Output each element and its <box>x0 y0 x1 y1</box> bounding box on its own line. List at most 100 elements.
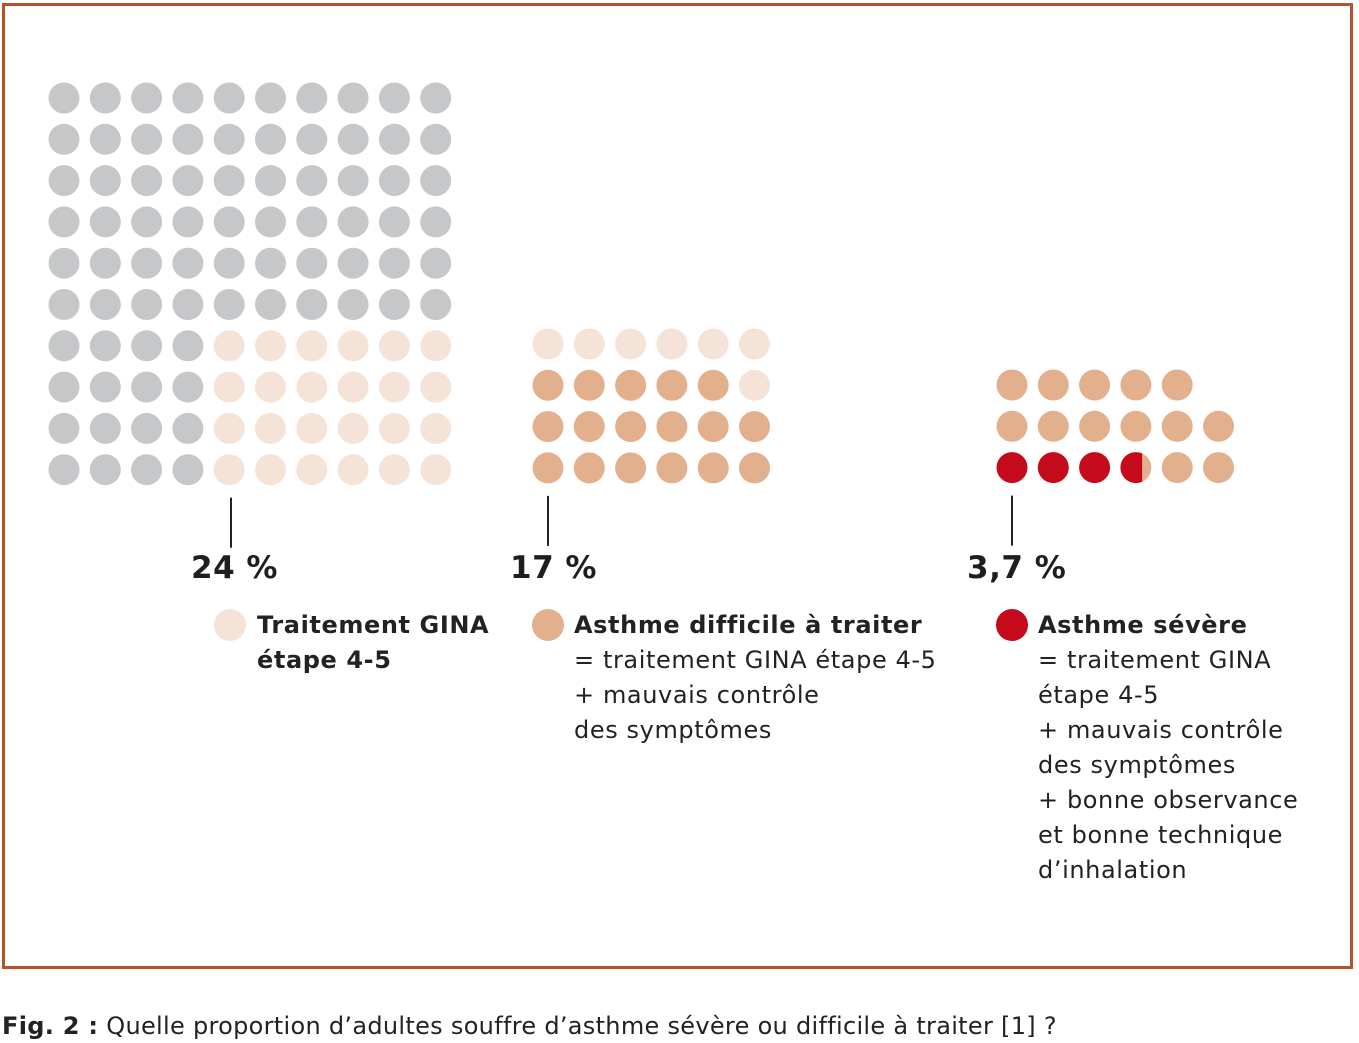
legend-line: = traitement GINA étape 4-5 <box>574 646 937 674</box>
dot-light <box>697 328 729 360</box>
figure-caption: Fig. 2 : Quelle proportion d’adultes sou… <box>2 1012 1057 1040</box>
dot-grey <box>378 82 410 114</box>
dot-grey <box>48 371 80 403</box>
dot-grey <box>131 123 163 155</box>
dot-grey <box>420 82 452 114</box>
dot-tan <box>1079 410 1111 442</box>
legend-swatch-severe <box>996 609 1028 641</box>
dot-grey <box>89 371 121 403</box>
dot-grey <box>172 289 204 320</box>
dot-grey <box>255 165 286 197</box>
dot-light <box>378 330 410 362</box>
dot-grey <box>420 206 452 238</box>
dot-grey <box>213 289 245 320</box>
dot-light <box>213 454 245 486</box>
dot-light <box>739 328 770 360</box>
dot-grey <box>131 371 163 403</box>
dot-light <box>615 328 647 360</box>
legend-line: + bonne observance <box>1038 786 1299 814</box>
dot-grey <box>378 247 410 279</box>
dot-grey <box>89 412 121 444</box>
dot-grey <box>131 454 163 486</box>
dot-grey <box>48 123 80 155</box>
dot-grey <box>420 123 452 155</box>
dot-grey <box>213 206 245 238</box>
dot-tan <box>656 452 688 484</box>
dot-grey <box>172 206 204 238</box>
dot-grey <box>89 123 121 155</box>
dot-red <box>1079 452 1111 484</box>
figure-frame <box>2 3 1353 969</box>
dot-grey <box>296 247 328 279</box>
dot-light <box>378 371 410 403</box>
dot-grey <box>172 412 204 444</box>
dot-light <box>213 330 245 362</box>
dot-tan <box>656 369 688 401</box>
dot-grey <box>48 454 80 486</box>
dot-grey <box>89 247 121 279</box>
dot-grey <box>48 206 80 238</box>
dot-tan <box>1161 410 1193 442</box>
dot-tan <box>573 411 605 443</box>
dot-grey <box>131 165 163 197</box>
dot-grey <box>337 165 369 197</box>
dot-grey <box>131 82 163 114</box>
legend-title-line: étape 4-5 <box>257 646 392 674</box>
dot-grey <box>255 289 286 320</box>
dot-grey <box>48 412 80 444</box>
dot-light <box>378 412 410 444</box>
dot-tan <box>1161 452 1193 484</box>
dot-grey <box>420 247 452 279</box>
dot-light <box>420 371 452 403</box>
legend-line: + mauvais contrôle <box>574 681 820 709</box>
dot-grey <box>420 289 452 320</box>
legend-title-line: Asthme difficile à traiter <box>574 611 923 639</box>
legend-difficult: Asthme difficile à traiter = traitement … <box>574 608 937 748</box>
dot-tan <box>996 369 1028 401</box>
dot-grey <box>89 165 121 197</box>
dot-tan <box>1037 369 1069 401</box>
percent-label-severe: 3,7 % <box>967 550 1067 586</box>
dot-grey <box>89 289 121 320</box>
dot-grey <box>131 412 163 444</box>
dot-grey <box>378 206 410 238</box>
dot-group-severe <box>996 369 1234 484</box>
dot-tan <box>697 411 729 443</box>
percent-label-difficult: 17 % <box>510 550 597 586</box>
dot-grey <box>337 123 369 155</box>
dot-light <box>532 328 564 360</box>
dot-tan <box>996 410 1028 442</box>
dot-grey <box>89 454 121 486</box>
dot-grey <box>172 371 204 403</box>
dot-tan <box>739 452 770 484</box>
dot-light <box>296 454 328 486</box>
dot-light <box>378 454 410 486</box>
dot-light <box>255 330 286 362</box>
dot-light <box>296 412 328 444</box>
legend-line: et bonne technique <box>1038 821 1284 849</box>
legend-line: des symptômes <box>574 716 772 744</box>
dot-light <box>213 371 245 403</box>
dot-grey <box>172 123 204 155</box>
dot-tan <box>573 369 605 401</box>
legend-gina: Traitement GINA étape 4-5 <box>257 608 489 678</box>
dot-grey <box>378 123 410 155</box>
legend-line: + mauvais contrôle <box>1038 716 1284 744</box>
dot-tan <box>615 369 647 401</box>
legend-swatch-gina <box>214 609 246 641</box>
dot-grey <box>48 330 80 362</box>
legend-line: des symptômes <box>1038 751 1236 779</box>
dot-tan <box>1161 369 1193 401</box>
dot-red <box>996 452 1028 484</box>
dot-grey <box>420 165 452 197</box>
legend-line: = traitement GINA <box>1038 646 1272 674</box>
dot-light <box>337 371 369 403</box>
dot-light <box>296 330 328 362</box>
dot-grey <box>172 454 204 486</box>
dot-grey <box>213 82 245 114</box>
legend-line: d’inhalation <box>1038 856 1188 884</box>
dot-tan <box>1120 410 1152 442</box>
dot-light <box>296 371 328 403</box>
dot-tan <box>1203 410 1234 442</box>
